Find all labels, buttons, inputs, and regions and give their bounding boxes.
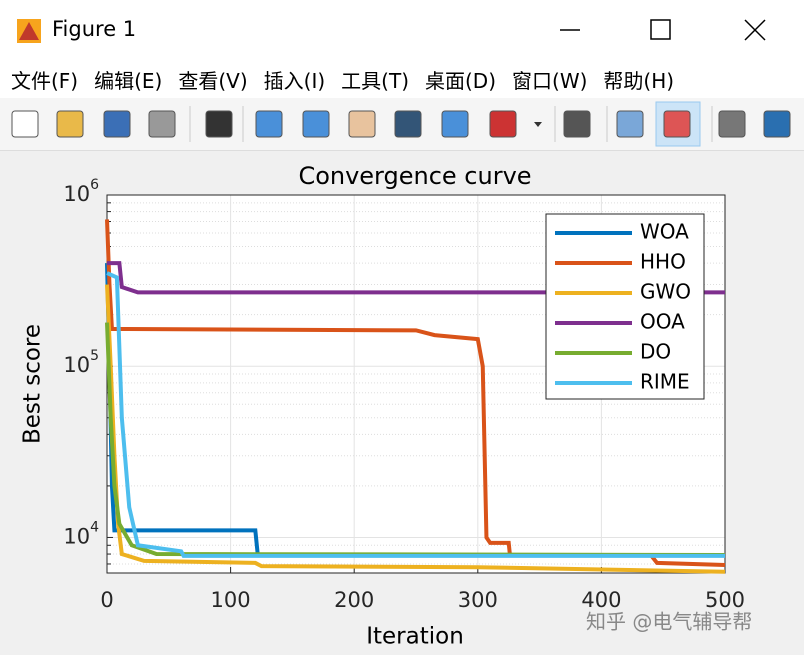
legend-label: HHO xyxy=(640,250,686,274)
legend-label: WOA xyxy=(640,220,689,244)
close-button[interactable] xyxy=(744,19,766,41)
legend-label: DO xyxy=(640,340,671,364)
x-axis-label: Iteration xyxy=(366,624,464,650)
title-bar: Figure 1 xyxy=(0,0,804,60)
x-tick-label: 500 xyxy=(705,588,745,612)
app-icon-shape xyxy=(19,22,39,40)
legend-label: GWO xyxy=(640,280,691,304)
menu-item[interactable]: 文件(F) xyxy=(11,68,79,93)
series-line xyxy=(105,322,726,557)
y-tick-label: 104 xyxy=(63,519,99,548)
legend-label: OOA xyxy=(640,310,685,334)
legend-box xyxy=(545,213,705,400)
menu-item[interactable]: 窗口(W) xyxy=(512,68,588,93)
x-tick-label: 400 xyxy=(581,588,621,612)
toolbar-button[interactable] xyxy=(302,110,330,138)
chart: Convergence curve Iteration Best score 知… xyxy=(20,162,753,650)
chart-title: Convergence curve xyxy=(298,162,531,190)
x-tick-label: 100 xyxy=(211,588,251,612)
menu-item[interactable]: 编辑(E) xyxy=(94,68,163,93)
toolbar-button[interactable] xyxy=(205,110,233,138)
menu-item[interactable]: 工具(T) xyxy=(341,68,409,93)
toolbar-button[interactable] xyxy=(616,110,644,138)
toolbar-button[interactable] xyxy=(148,110,176,138)
menu-bar: 文件(F) 编辑(E) 查看(V) 插入(I) 工具(T) 桌面(D) 窗口(W) 帮助(H) xyxy=(0,60,804,98)
toolbar-button[interactable] xyxy=(441,110,469,138)
watermark: 知乎 @电气辅导帮 xyxy=(586,610,752,634)
maximize-button[interactable] xyxy=(650,19,671,40)
menu-item[interactable]: 帮助(H) xyxy=(603,68,675,93)
toolbar-button[interactable] xyxy=(489,110,517,138)
toolbar-button[interactable] xyxy=(255,110,283,138)
menu-item[interactable]: 查看(V) xyxy=(178,68,248,93)
x-tick-label: 300 xyxy=(458,588,498,612)
axes-box xyxy=(106,194,726,574)
toolbar-button[interactable] xyxy=(348,110,376,138)
toolbar-button[interactable] xyxy=(11,110,39,138)
menu-item[interactable]: 桌面(D) xyxy=(425,68,497,93)
toolbar-button[interactable] xyxy=(394,110,422,138)
series-line xyxy=(107,261,725,295)
toolbar-button[interactable] xyxy=(718,110,746,138)
toolbar-button[interactable] xyxy=(563,110,591,138)
window-title: Figure 1 xyxy=(52,17,137,41)
toolbar-button[interactable] xyxy=(103,110,131,138)
y-tick-label: 105 xyxy=(63,348,99,377)
series-line xyxy=(105,284,726,574)
toolbar-button[interactable] xyxy=(763,110,791,138)
toolbar-icons xyxy=(11,101,791,147)
toolbar-button[interactable] xyxy=(56,110,84,138)
x-tick-label: 200 xyxy=(334,588,374,612)
toolbar xyxy=(0,98,804,151)
y-tick-label: 106 xyxy=(63,177,99,206)
title-icons xyxy=(17,19,766,43)
y-axis-label: Best score xyxy=(20,324,46,444)
menu-item[interactable]: 插入(I) xyxy=(263,68,326,93)
x-tick-label: 0 xyxy=(100,588,113,612)
toolbar-button[interactable] xyxy=(663,110,691,138)
dropdown-arrow xyxy=(534,122,542,127)
series-line xyxy=(106,271,725,558)
legend-label: RIME xyxy=(640,370,690,394)
